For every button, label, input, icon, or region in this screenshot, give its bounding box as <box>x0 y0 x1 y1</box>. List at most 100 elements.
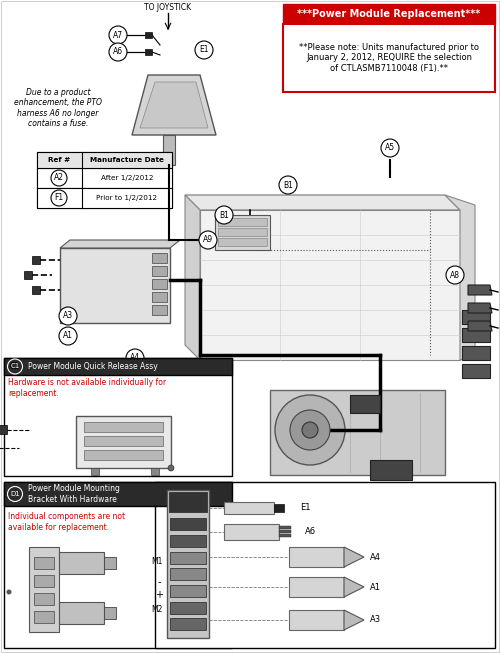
Polygon shape <box>60 240 180 248</box>
Polygon shape <box>132 75 216 135</box>
Polygon shape <box>200 210 460 360</box>
Polygon shape <box>468 303 492 313</box>
Bar <box>84 422 163 432</box>
Circle shape <box>168 465 174 471</box>
Bar <box>279 530 291 533</box>
Bar <box>169 492 207 512</box>
Text: A3: A3 <box>370 616 381 624</box>
Bar <box>84 436 163 446</box>
Circle shape <box>275 395 345 465</box>
Bar <box>283 4 495 24</box>
Text: E1: E1 <box>300 503 310 513</box>
Polygon shape <box>185 195 200 360</box>
Circle shape <box>109 43 127 61</box>
Text: A5: A5 <box>385 144 395 153</box>
Circle shape <box>59 307 77 325</box>
Text: A6: A6 <box>113 48 123 57</box>
Bar <box>37 152 172 168</box>
Circle shape <box>6 590 12 594</box>
Circle shape <box>126 349 144 367</box>
Bar <box>170 585 206 597</box>
Text: B1: B1 <box>283 180 293 189</box>
Text: A9: A9 <box>203 236 213 244</box>
Bar <box>4 482 232 506</box>
Circle shape <box>381 139 399 157</box>
Bar <box>370 460 412 480</box>
Polygon shape <box>140 82 208 128</box>
Text: A1: A1 <box>370 582 381 592</box>
Text: Manufacture Date: Manufacture Date <box>90 157 164 163</box>
Bar <box>37 168 172 188</box>
Text: -: - <box>157 577 161 587</box>
Text: D1: D1 <box>10 491 20 497</box>
Bar <box>289 577 344 597</box>
Text: Individual components are not
available for replacement.: Individual components are not available … <box>8 513 125 532</box>
Bar <box>279 526 291 529</box>
Polygon shape <box>344 610 364 630</box>
Text: A6: A6 <box>305 528 316 537</box>
Bar <box>104 557 116 569</box>
Text: C1: C1 <box>10 364 20 370</box>
Bar <box>152 305 167 315</box>
Bar <box>32 286 40 294</box>
Polygon shape <box>468 285 492 295</box>
Circle shape <box>109 26 127 44</box>
Text: +: + <box>155 590 163 600</box>
Bar <box>37 152 172 208</box>
Circle shape <box>59 327 77 345</box>
Bar <box>76 416 171 468</box>
Bar <box>59 602 104 624</box>
Bar <box>91 468 99 475</box>
Text: Power Module Mounting
Bracket With Hardware: Power Module Mounting Bracket With Hardw… <box>28 485 120 503</box>
Bar <box>151 468 159 475</box>
Bar <box>462 328 490 342</box>
Bar <box>289 610 344 630</box>
Bar <box>0 425 7 434</box>
Bar <box>24 271 32 279</box>
Circle shape <box>199 231 217 249</box>
Text: M1: M1 <box>152 558 162 567</box>
Bar <box>170 552 206 564</box>
Bar <box>462 364 490 378</box>
Bar <box>170 618 206 630</box>
Circle shape <box>446 266 464 284</box>
Bar <box>4 482 232 648</box>
Text: ***Power Module Replacement***: ***Power Module Replacement*** <box>298 9 480 19</box>
Polygon shape <box>445 195 475 360</box>
Text: Power Module Quick Release Assy: Power Module Quick Release Assy <box>28 362 158 371</box>
Circle shape <box>195 41 213 59</box>
Text: A8: A8 <box>450 270 460 279</box>
Bar <box>270 390 445 475</box>
Bar <box>34 611 54 623</box>
Text: A4: A4 <box>370 552 381 562</box>
Text: Prior to 1/2/2012: Prior to 1/2/2012 <box>96 195 158 201</box>
Circle shape <box>302 422 318 438</box>
Text: Hardware is not available individually for
replacement.: Hardware is not available individually f… <box>8 378 166 398</box>
Circle shape <box>51 170 67 186</box>
Bar <box>170 568 206 580</box>
Bar <box>59 552 104 574</box>
Text: B1: B1 <box>219 210 229 219</box>
Bar <box>4 358 232 476</box>
Bar <box>274 504 284 512</box>
Text: **Please note: Units manufactured prior to
January 2, 2012, REQUIRE the selectio: **Please note: Units manufactured prior … <box>299 43 479 73</box>
Bar <box>145 49 152 55</box>
Bar <box>215 215 270 250</box>
Text: A2: A2 <box>54 174 64 182</box>
Bar <box>34 557 54 569</box>
Bar <box>152 253 167 263</box>
Bar <box>170 535 206 547</box>
Bar <box>170 602 206 614</box>
Bar <box>145 32 152 38</box>
Bar <box>218 228 267 236</box>
Circle shape <box>51 190 67 206</box>
Circle shape <box>279 176 297 194</box>
Circle shape <box>215 206 233 224</box>
Circle shape <box>8 359 22 374</box>
Text: Ref #: Ref # <box>48 157 70 163</box>
Bar <box>289 547 344 567</box>
Bar <box>60 248 170 323</box>
Polygon shape <box>468 321 492 331</box>
Text: After 1/2/2012: After 1/2/2012 <box>101 175 153 181</box>
Bar <box>170 518 206 530</box>
